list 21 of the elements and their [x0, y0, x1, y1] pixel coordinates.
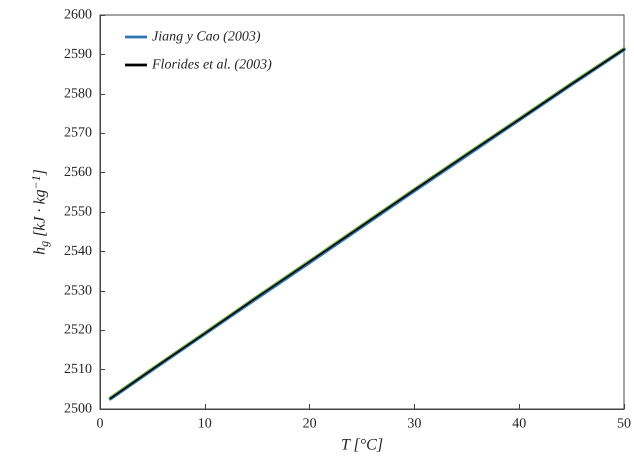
y-tick-label: 2530 — [64, 283, 92, 298]
y-tick-label: 2590 — [64, 46, 92, 62]
x-axis-title: T [°C] — [340, 436, 384, 454]
y-tick-label: 2570 — [64, 126, 92, 141]
x-tick-label: 10 — [198, 416, 212, 432]
y-tick-label: 2550 — [64, 204, 92, 220]
x-tick-label: 30 — [407, 416, 422, 432]
y-tick-label: 2560 — [64, 165, 92, 180]
y-tick-label: 2540 — [64, 244, 92, 259]
legend-label: Florides et al. (2003) — [151, 58, 272, 72]
x-tick-label: 20 — [302, 416, 317, 432]
y-tick-label: 2520 — [64, 322, 92, 338]
y-tick-label: 2510 — [64, 362, 92, 378]
x-tick-label: 50 — [617, 416, 631, 432]
x-tick-label: 40 — [512, 416, 526, 432]
y-tick-label: 2580 — [64, 86, 92, 102]
y-tick-label: 2600 — [64, 8, 92, 22]
y-axis-title: hg [kJ · kg−1] — [29, 169, 51, 255]
y-tick-label: 2500 — [64, 402, 92, 416]
x-tick-label: 0 — [96, 416, 104, 432]
legend-label: Jiang y Cao (2003) — [152, 30, 261, 44]
